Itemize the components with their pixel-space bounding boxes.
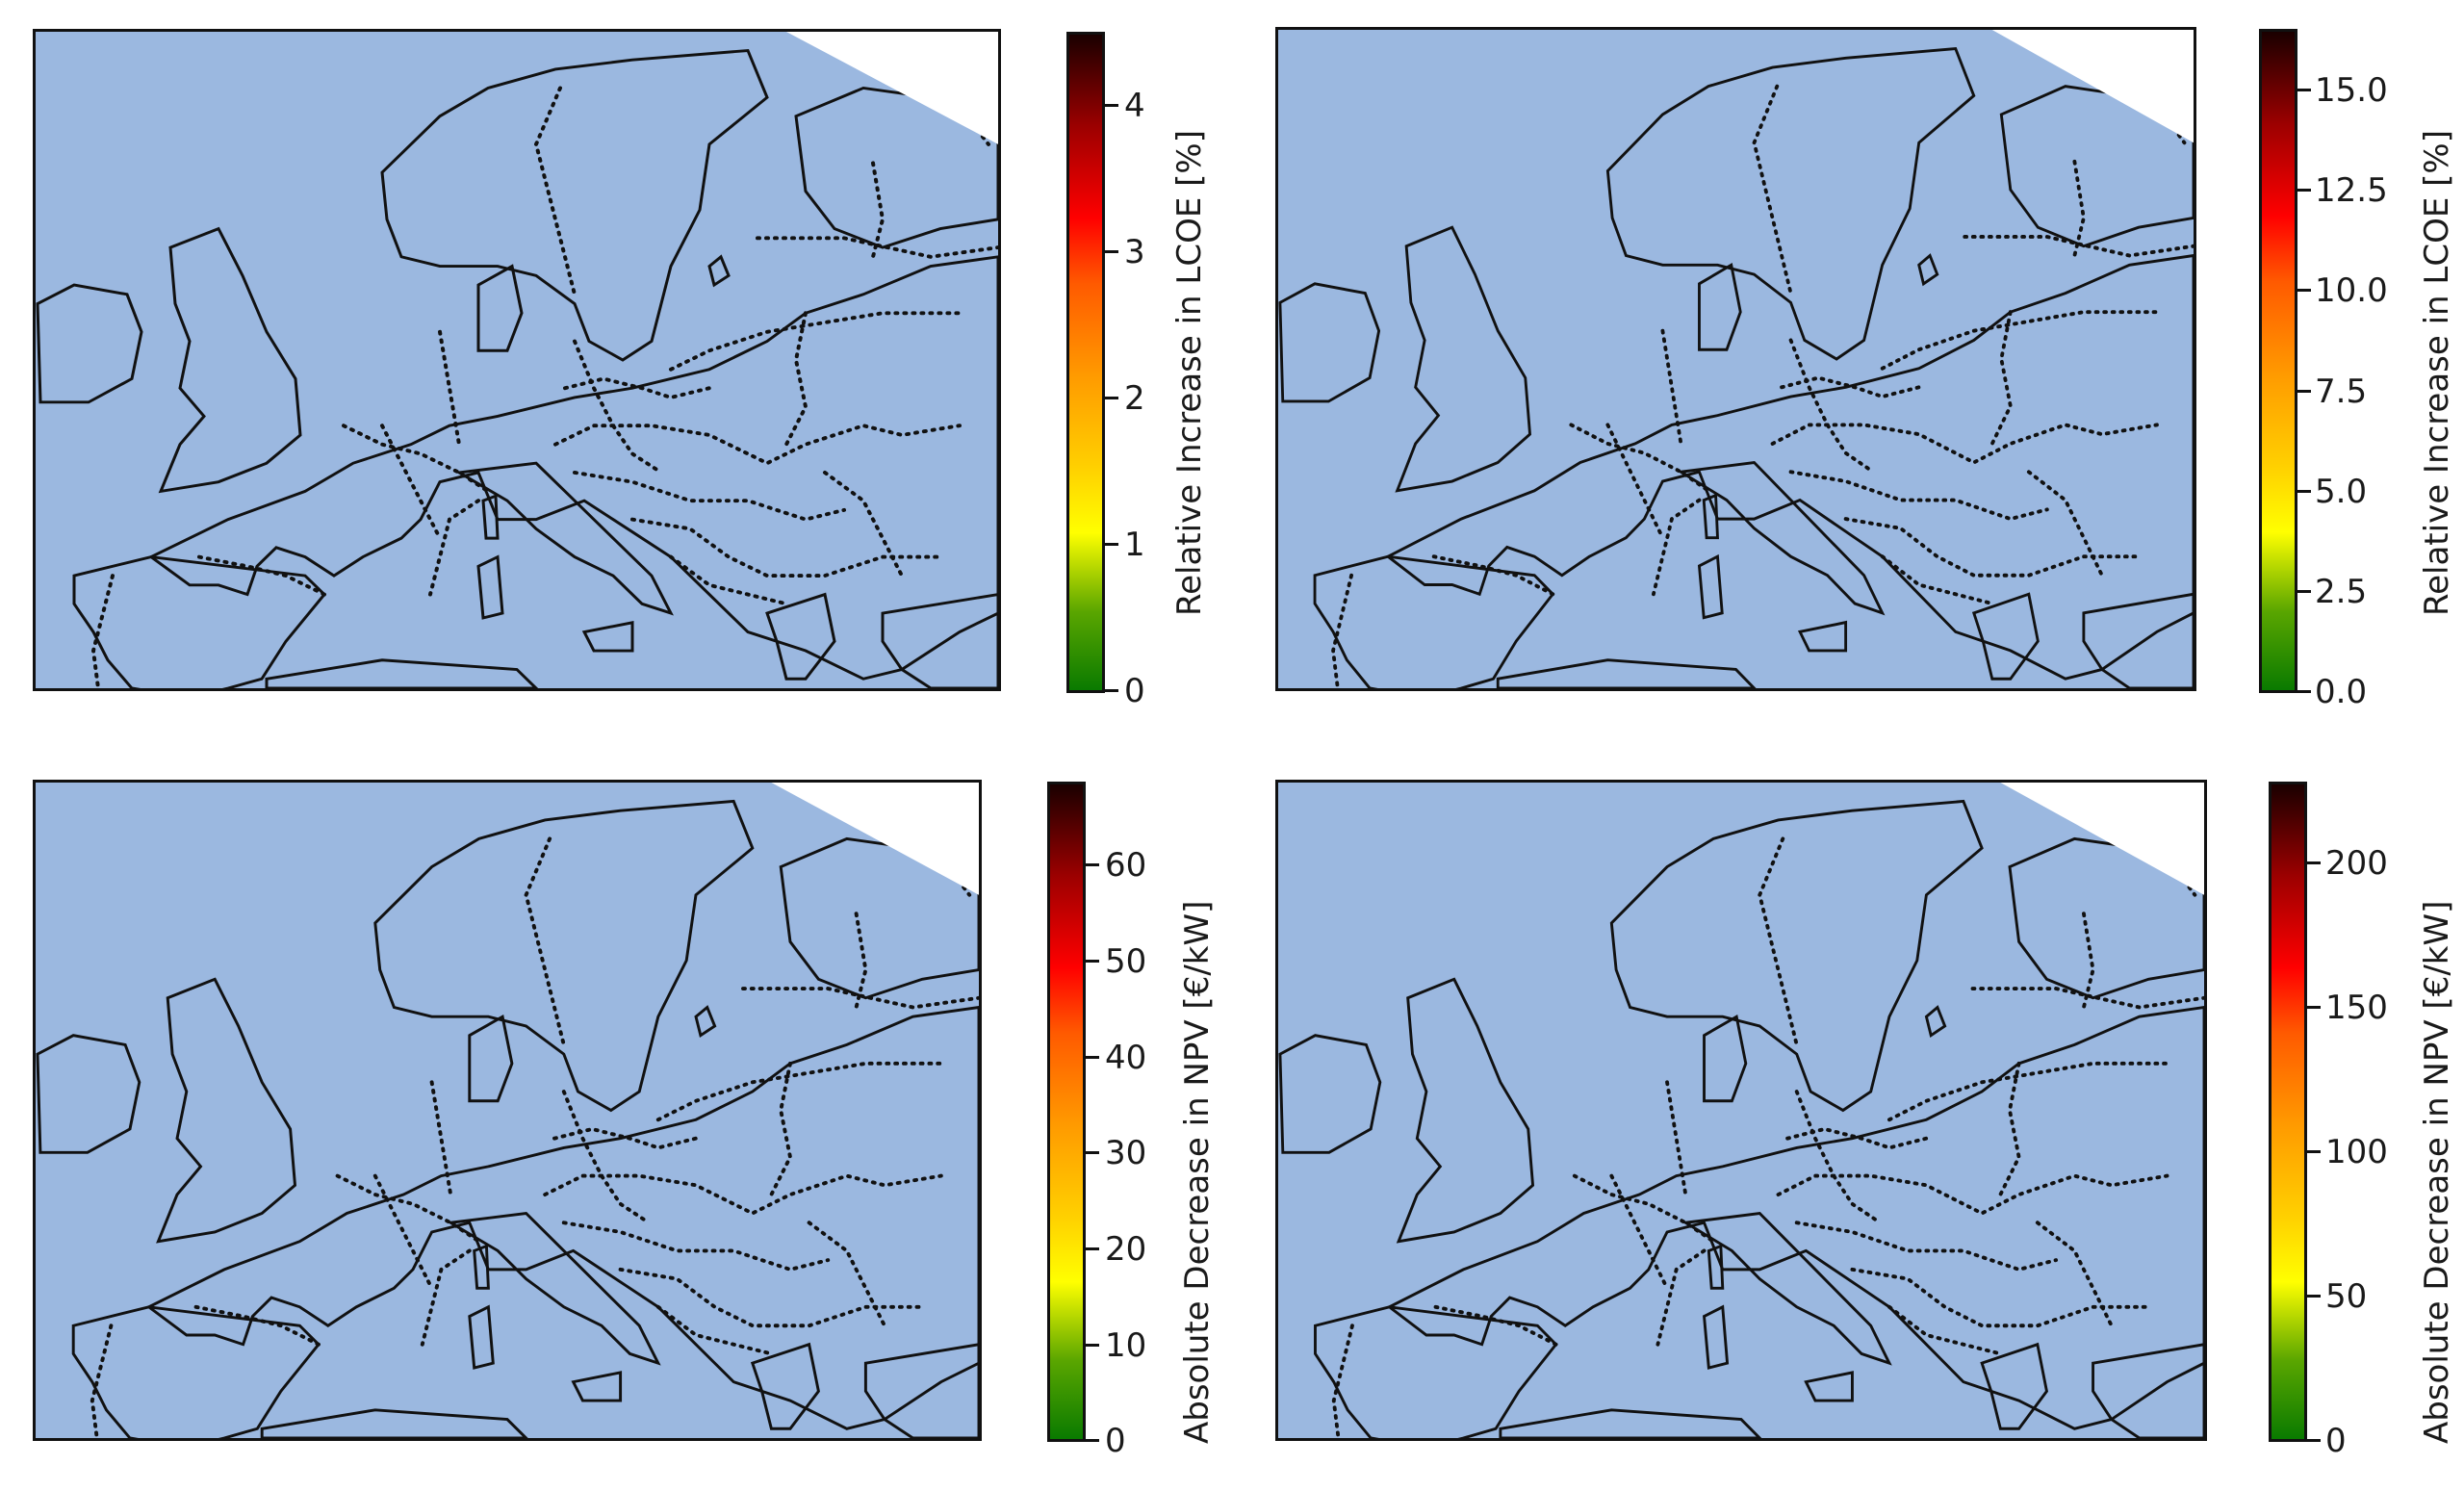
tick-label: 4	[1124, 87, 1145, 125]
colorbar-label-top-left: Relative Increase in LCOE [%]	[1170, 130, 1209, 616]
tick-label: 1	[1124, 526, 1145, 564]
tick-label: 40	[1105, 1039, 1147, 1077]
map-npv-absolute-scenario-2	[1275, 780, 2207, 1441]
colorbar-bottom-left	[1047, 782, 1086, 1442]
map-npv-absolute-scenario-1	[33, 780, 982, 1441]
tick-label: 3	[1124, 233, 1145, 271]
tick-label: 150	[2325, 989, 2388, 1027]
tick-label: 0	[2325, 1422, 2347, 1460]
tick-label: 12.5	[2315, 171, 2388, 210]
tick-label: 200	[2325, 844, 2388, 883]
tick-label: 30	[1105, 1134, 1147, 1172]
europe-heatmap	[36, 32, 998, 688]
tick-label: 0	[1105, 1422, 1126, 1460]
tick-label: 5.0	[2315, 473, 2368, 511]
tick-label: 2.5	[2315, 573, 2368, 611]
colorbar-top-right	[2259, 29, 2297, 693]
tick-label: 10	[1105, 1326, 1147, 1365]
map-lcoe-relative-scenario-1	[33, 29, 1001, 691]
tick-label: 0.0	[2315, 673, 2368, 711]
tick-label: 0	[1124, 672, 1145, 710]
colorbar-top-left	[1066, 32, 1105, 693]
colorbar-label-bottom-right: Absolute Decrease in NPV [€/kW]	[2418, 900, 2456, 1444]
tick-label: 50	[2325, 1277, 2368, 1316]
europe-heatmap	[36, 783, 979, 1438]
tick-label: 50	[1105, 942, 1147, 981]
map-lcoe-relative-scenario-2	[1275, 27, 2196, 691]
tick-label: 15.0	[2315, 71, 2388, 110]
colorbar-label-bottom-left: Absolute Decrease in NPV [€/kW]	[1178, 900, 1217, 1444]
tick-label: 10.0	[2315, 271, 2388, 310]
colorbar-bottom-right	[2269, 782, 2307, 1442]
tick-label: 20	[1105, 1230, 1147, 1269]
colorbar-label-top-right: Relative Increase in LCOE [%]	[2418, 130, 2456, 616]
tick-label: 2	[1124, 379, 1145, 418]
europe-heatmap	[1278, 30, 2194, 688]
tick-label: 100	[2325, 1133, 2388, 1171]
tick-label: 60	[1105, 846, 1147, 885]
europe-heatmap	[1278, 783, 2204, 1438]
tick-label: 7.5	[2315, 373, 2368, 411]
